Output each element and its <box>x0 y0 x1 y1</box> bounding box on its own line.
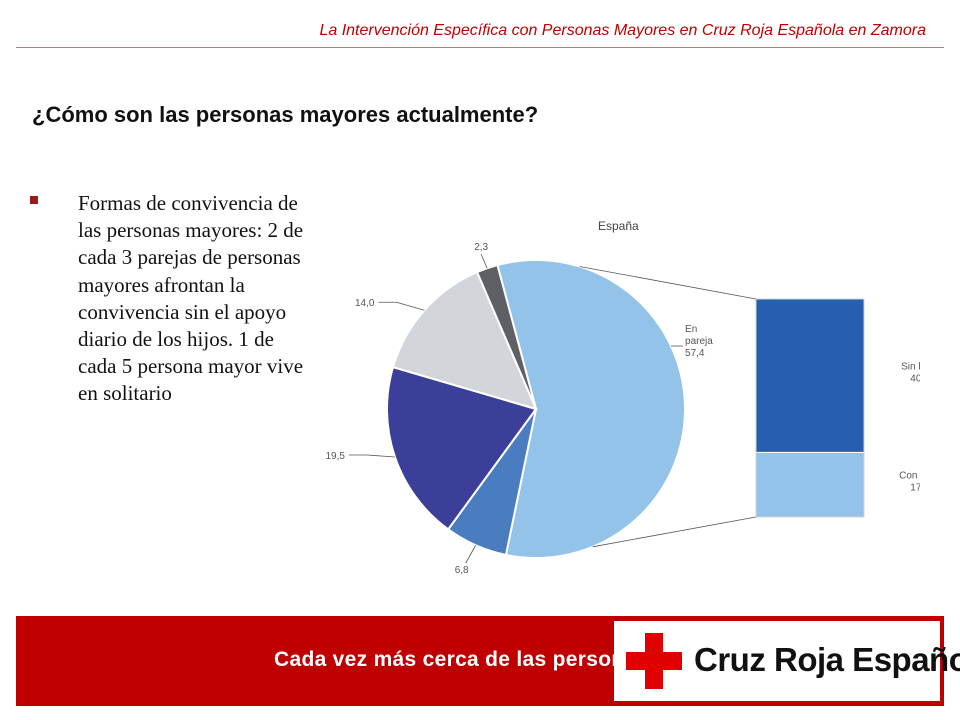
leader-line <box>480 254 488 269</box>
red-cross-icon-bar <box>626 652 682 670</box>
connector-line <box>579 266 757 300</box>
breakdown-label: Sin hijos <box>901 362 920 373</box>
leader-line <box>378 301 425 311</box>
bullet-text: Formas de convivencia de las personas ma… <box>78 191 304 406</box>
footer-band: Cada vez más cerca de las personas Cruz … <box>16 616 960 706</box>
slice-value: 14,0 <box>355 298 375 309</box>
bullet-square-icon <box>30 196 38 204</box>
breakdown-frame <box>755 298 865 518</box>
slice-label: En <box>685 324 697 335</box>
slice-value: 6,8 <box>455 565 469 576</box>
leader-line <box>465 545 477 564</box>
slice-value: 57,4 <box>685 348 705 359</box>
breakdown-label: Con hijos <box>899 471 920 482</box>
pie-slice <box>391 270 538 411</box>
leader-line <box>348 454 395 458</box>
bullet-item: Formas de convivencia de las personas ma… <box>30 190 305 408</box>
connector-line <box>592 516 757 548</box>
header-title: La Intervención Específica con Personas … <box>319 22 926 39</box>
slide-title: ¿Cómo son las personas mayores actualmen… <box>32 102 539 127</box>
slice-label: pareja <box>685 336 713 347</box>
header-divider <box>16 47 944 48</box>
footer-slogan: Cada vez más cerca de las personas <box>274 648 649 671</box>
breakdown-value: 17,0 <box>910 483 920 494</box>
slice-value: 19,5 <box>325 451 345 462</box>
slice-value: 2,3 <box>474 242 488 253</box>
red-cross-logo: Cruz Roja Española <box>614 621 960 701</box>
pie-slice <box>475 263 537 410</box>
breakdown-segment <box>755 451 865 518</box>
pie-slice <box>496 259 686 560</box>
chart-title: España <box>598 219 639 233</box>
breakdown-segment <box>755 298 865 453</box>
breakdown-value: 40,4 <box>910 374 920 385</box>
logo-text: Cruz Roja Española <box>694 641 960 678</box>
